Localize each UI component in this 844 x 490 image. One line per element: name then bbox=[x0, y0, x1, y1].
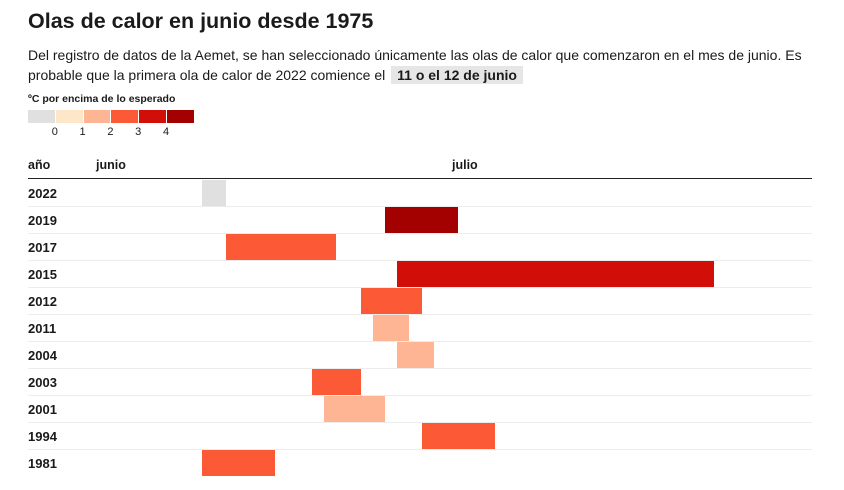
header-divider bbox=[28, 178, 812, 179]
heatwave-bar bbox=[311, 369, 361, 395]
subtitle-text: Del registro de datos de la Aemet, se ha… bbox=[28, 47, 802, 83]
x-axis-label-julio: julio bbox=[452, 158, 478, 172]
row-label-year: 2015 bbox=[28, 267, 57, 282]
legend-swatch bbox=[139, 110, 166, 123]
heatwave-bar bbox=[202, 450, 276, 476]
heatwave-bar bbox=[397, 342, 434, 368]
row-divider bbox=[28, 422, 812, 423]
row-divider bbox=[28, 287, 812, 288]
heatwave-bar bbox=[324, 396, 385, 422]
row-label-year: 2019 bbox=[28, 213, 57, 228]
row-label-year: 2001 bbox=[28, 402, 57, 417]
row-divider bbox=[28, 233, 812, 234]
heatwave-bar bbox=[397, 261, 715, 287]
legend-tick-label: 3 bbox=[135, 126, 142, 138]
chart-subtitle: Del registro de datos de la Aemet, se ha… bbox=[28, 45, 808, 85]
row-label-year: 2004 bbox=[28, 348, 57, 363]
row-label-year: 1981 bbox=[28, 456, 57, 471]
row-label-year: 2003 bbox=[28, 375, 57, 390]
row-divider bbox=[28, 368, 812, 369]
legend-swatch bbox=[111, 110, 139, 123]
legend-swatch bbox=[55, 110, 83, 123]
row-label-year: 2011 bbox=[28, 321, 57, 336]
heatwave-bar bbox=[360, 288, 422, 314]
heatwave-bar bbox=[385, 207, 459, 233]
legend-swatch bbox=[167, 110, 194, 123]
heatwave-bar bbox=[421, 423, 495, 449]
legend-tick-label: 2 bbox=[107, 126, 114, 138]
row-divider bbox=[28, 449, 812, 450]
heatwave-bar bbox=[202, 180, 227, 206]
row-label-year: 2017 bbox=[28, 240, 57, 255]
chart-title: Olas de calor en junio desde 1975 bbox=[28, 9, 374, 33]
row-label-year: 2012 bbox=[28, 294, 57, 309]
subtitle-highlight: 11 o el 12 de junio bbox=[391, 66, 523, 84]
row-divider bbox=[28, 395, 812, 396]
legend-tick-label: 4 bbox=[162, 126, 170, 138]
heatwave-bar bbox=[226, 234, 337, 260]
row-divider bbox=[28, 341, 812, 342]
legend-swatch bbox=[28, 110, 55, 123]
row-label-year: 1994 bbox=[28, 429, 57, 444]
row-divider bbox=[28, 314, 812, 315]
heatwave-bar bbox=[372, 315, 410, 341]
column-header-year: año bbox=[28, 158, 51, 172]
row-divider bbox=[28, 260, 812, 261]
legend-swatch bbox=[83, 110, 111, 123]
row-divider bbox=[28, 206, 812, 207]
x-axis-label-junio: junio bbox=[96, 158, 126, 172]
row-label-year: 2022 bbox=[28, 186, 57, 201]
legend-title: ºC por encima de lo esperado bbox=[28, 93, 176, 105]
legend-tick-label: 0 bbox=[51, 126, 58, 138]
legend-tick-label: 1 bbox=[79, 126, 86, 138]
